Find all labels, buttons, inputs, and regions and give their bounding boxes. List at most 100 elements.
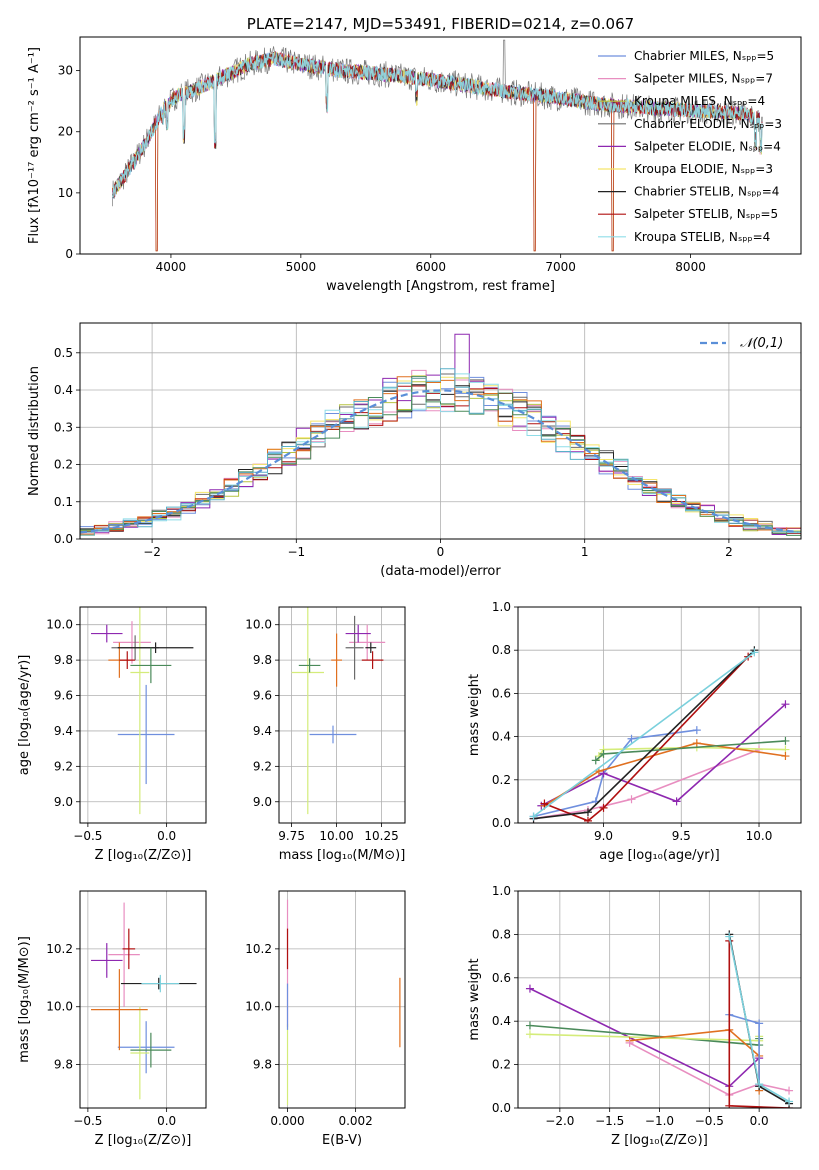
weight-series-group [591, 736, 790, 765]
y-tick-label: 0.4 [492, 730, 511, 744]
x-axis-label: Z [log₁₀(Z/Z⊙)] [611, 1133, 708, 1148]
weight-point-marker [525, 1030, 534, 1039]
errorbar-point [130, 647, 172, 684]
legend-entry: Chabrier MILES, Nₛₚₚ=5 [634, 49, 774, 63]
y-tick-label: 10.0 [46, 618, 73, 632]
weight-point-marker [529, 812, 538, 821]
weight-point-marker [781, 700, 790, 709]
legend-entry: Chabrier ELODIE, Nₛₚₚ=3 [634, 117, 782, 131]
weight-series-group [540, 652, 753, 823]
errorbar-point [130, 1006, 150, 1100]
errorbar-point [365, 642, 377, 654]
y-tick-label: 0.1 [54, 495, 73, 509]
weight-line [533, 651, 755, 818]
y-tick-label: 9.6 [253, 689, 272, 703]
errorbar-point [91, 969, 148, 1051]
x-tick-label: 5000 [286, 260, 317, 274]
weight-point-marker [692, 739, 701, 748]
y-axis-label: Flux [fλ10⁻¹⁷ erg cm⁻² s⁻¹ A⁻¹] [27, 47, 42, 244]
weight-point-marker [525, 984, 534, 993]
weight-point-marker [591, 756, 600, 765]
x-tick-label: 0.0 [750, 1114, 769, 1128]
y-axis-label: age [log₁₀(age/yr)] [17, 655, 32, 776]
legend-entry: Kroupa ELODIE, Nₛₚₚ=3 [634, 162, 773, 176]
errorbar-point [117, 642, 194, 654]
x-tick-label: 7000 [545, 260, 576, 274]
errorbar-point [117, 1021, 175, 1074]
y-tick-label: 9.8 [54, 1058, 73, 1072]
errorbar-point [122, 928, 136, 970]
weight-point-marker [781, 752, 790, 761]
x-tick-label: 0.0 [157, 1114, 176, 1128]
y-tick-label: 9.4 [54, 724, 73, 738]
axes-frame [79, 36, 802, 255]
errorbar-marks [91, 607, 194, 815]
y-tick-label: 0.8 [492, 643, 511, 657]
spectrum-lines [112, 39, 763, 252]
histogram-steps [80, 333, 801, 538]
y-tick-label: 10.0 [245, 618, 272, 632]
x-tick-label: −0.5 [73, 1114, 102, 1128]
x-tick-label: 4000 [156, 260, 187, 274]
y-tick-label: 1.0 [492, 600, 511, 614]
x-tick-label: 10.0 [746, 829, 773, 843]
axes-frame [79, 606, 207, 824]
axes-frame [79, 890, 207, 1109]
weight-point-marker [625, 1038, 634, 1047]
x-tick-label: 2 [725, 545, 733, 559]
y-tick-label: 9.2 [253, 759, 272, 773]
histogram-series [80, 368, 801, 536]
x-tick-label: −0.5 [73, 829, 102, 843]
y-tick-label: 0.6 [492, 971, 511, 985]
y-tick-label: 0.0 [54, 532, 73, 546]
weight-line [544, 656, 749, 822]
y-tick-label: 0.2 [492, 773, 511, 787]
x-axis-label: age [log₁₀(age/yr)] [599, 848, 720, 863]
weight-point-marker [781, 736, 790, 745]
errorbar-point [119, 651, 136, 669]
legend-entry: Salpeter STELIB, Nₛₚₚ=5 [634, 207, 778, 221]
x-tick-label: −2 [143, 545, 161, 559]
legend-entry: Kroupa STELIB, Nₛₚₚ=4 [634, 230, 770, 244]
x-tick-label: −2.0 [545, 1114, 574, 1128]
x-axis-label: (data-model)/error [380, 564, 501, 579]
legend-entry: 𝒩(0,1) [740, 336, 783, 351]
x-tick-label: 0.002 [338, 1114, 372, 1128]
y-tick-label: 0.4 [54, 383, 73, 397]
x-axis-label: Z [log₁₀(Z/Z⊙)] [95, 848, 192, 863]
errorbar-point [108, 902, 140, 1007]
weight-point-marker [755, 1080, 764, 1089]
y-tick-label: 0.5 [54, 346, 73, 360]
weight-line [598, 746, 786, 757]
x-axis-label: Z [log₁₀(Z/Z⊙)] [95, 1133, 192, 1148]
errorbar-point [130, 607, 150, 815]
y-tick-label: 9.6 [54, 689, 73, 703]
x-tick-label: 1 [581, 545, 589, 559]
errorbar-point [141, 974, 180, 993]
axes-frame [278, 606, 406, 824]
y-tick-label: 1.0 [492, 884, 511, 898]
x-tick-label: 0.0 [157, 829, 176, 843]
legend: Chabrier MILES, Nₛₚₚ=5 Salpeter MILES, Nₛ… [598, 49, 782, 244]
spectrum-panel: 4000 5000 6000 7000 8000 0 10 20 30 wavelength [A… [27, 15, 802, 294]
x-tick-label: 9.5 [672, 829, 691, 843]
weight-vs-Z-panel: −2.0 −1.5 −1.0 −0.5 0.0 0.0 0.2 0.4 0.6 0.8 1.0 Z [… [467, 884, 802, 1148]
x-tick-label: 6000 [415, 260, 446, 274]
axes-frame [517, 606, 802, 824]
errorbar-point [345, 624, 371, 643]
weight-point-marker [725, 932, 734, 941]
weight-series [529, 646, 790, 823]
x-tick-label: 10.25 [364, 829, 398, 843]
y-tick-label: 0.2 [54, 458, 73, 472]
weight-point-marker [627, 734, 636, 743]
y-tick-label: 0.4 [492, 1014, 511, 1028]
y-axis-label: mass weight [467, 958, 482, 1040]
y-axis-label: mass weight [467, 674, 482, 756]
legend-entry: Chabrier STELIB, Nₛₚₚ=4 [634, 185, 779, 199]
x-tick-label: −1.5 [595, 1114, 624, 1128]
weight-point-marker [785, 1097, 794, 1106]
errorbar-point [91, 943, 123, 978]
spectrum-series-line [112, 52, 763, 198]
x-tick-label: −1.0 [645, 1114, 674, 1128]
